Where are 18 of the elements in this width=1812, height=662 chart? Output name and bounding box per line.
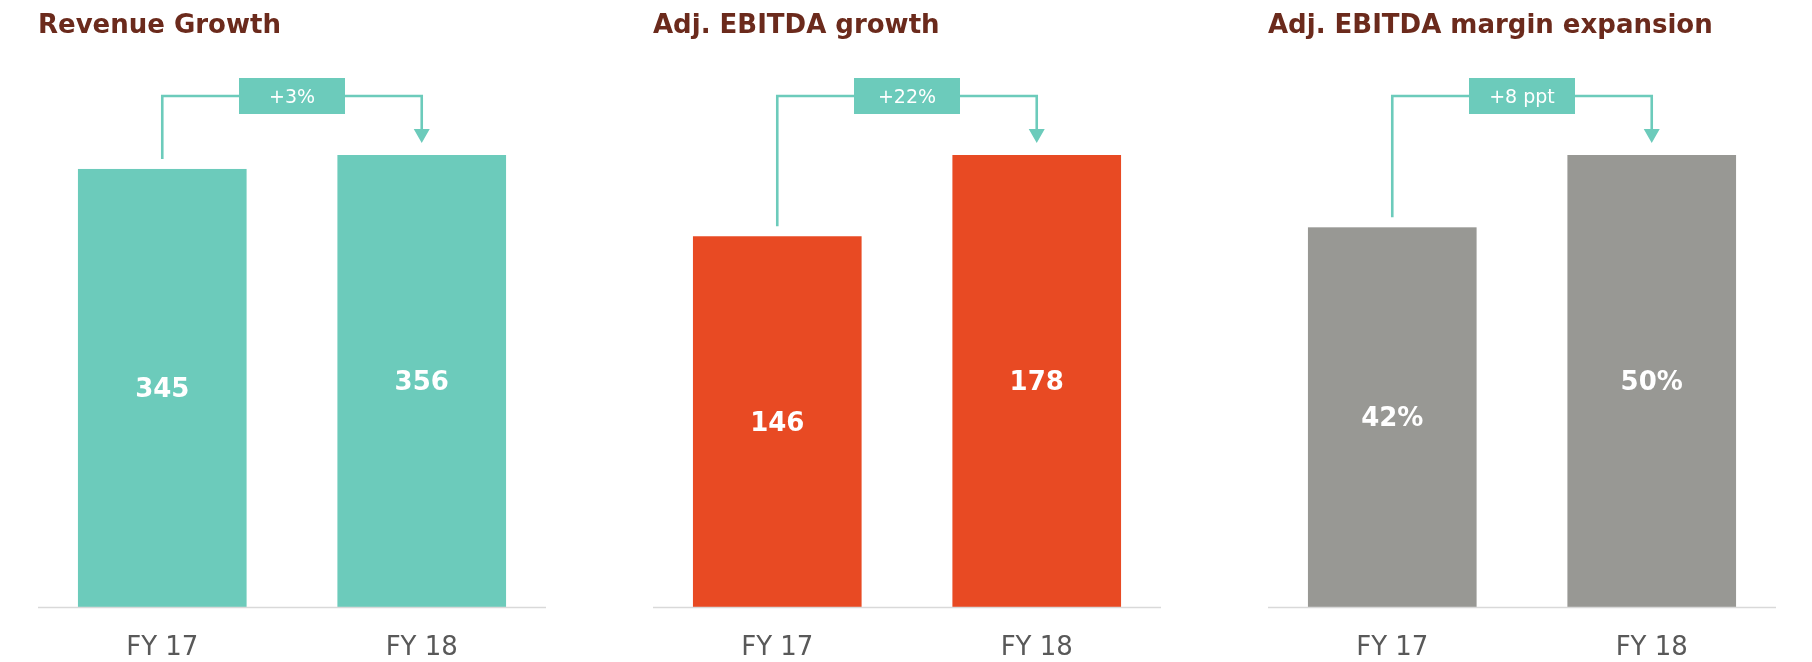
chart-title: Adj. EBITDA growth: [653, 9, 940, 39]
x-tick-label: FY 17: [741, 631, 814, 661]
data-label: 146: [750, 406, 805, 437]
x-tick-label: FY 17: [1356, 631, 1429, 661]
text: +3%: [268, 85, 316, 107]
data-label: 356: [394, 366, 449, 396]
text: +22%: [877, 85, 937, 107]
text: +8 ppt: [1489, 85, 1555, 107]
data-label: 178: [1009, 366, 1064, 396]
x-tick-label: FY 18: [1000, 631, 1073, 661]
x-tick-label: FY 18: [385, 631, 458, 661]
chart-title: Revenue Growth: [38, 9, 281, 39]
chart-title: Adj. EBITDA margin expansion: [1268, 9, 1713, 39]
x-tick-label: FY 17: [126, 631, 199, 661]
x-tick-label: FY 18: [1615, 631, 1688, 661]
data-label: 42%: [1361, 402, 1424, 433]
data-label: 345: [135, 372, 190, 403]
data-label: 50%: [1620, 366, 1683, 396]
